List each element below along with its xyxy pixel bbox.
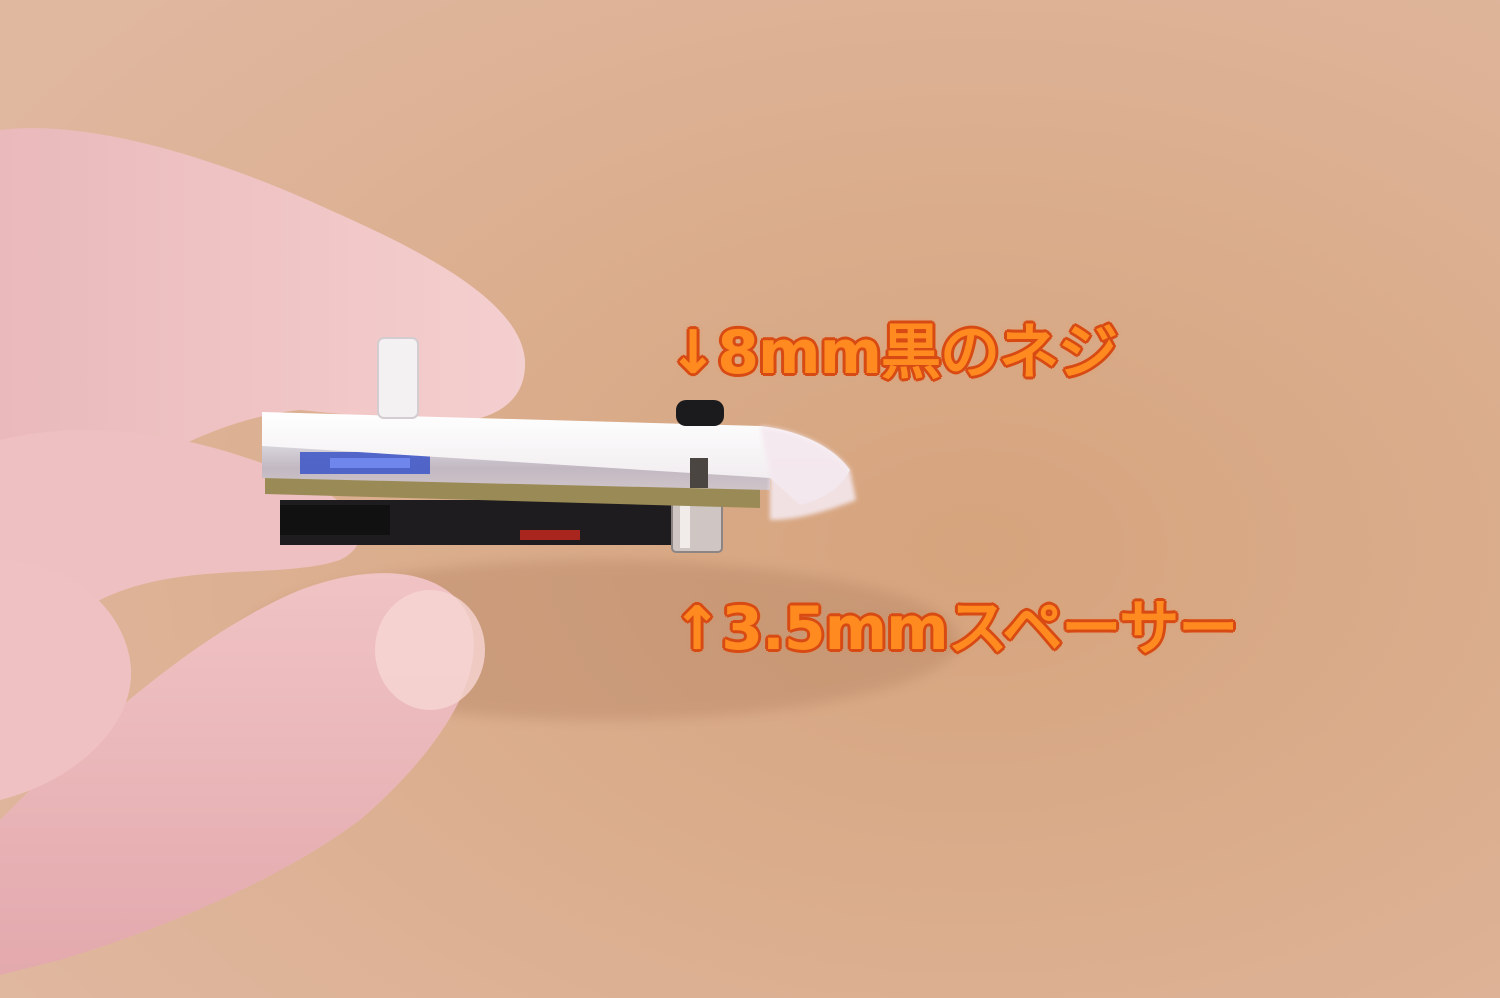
connector bbox=[280, 505, 390, 535]
screw-annotation-label: ↓8mm黒のネジ bbox=[667, 317, 1119, 389]
black-screw bbox=[676, 400, 724, 426]
spacer-standoff bbox=[671, 499, 723, 553]
screw-thread bbox=[690, 458, 708, 488]
top-plate-far bbox=[760, 426, 856, 520]
white-post bbox=[377, 337, 419, 419]
red-wire bbox=[520, 530, 580, 540]
top-plate bbox=[262, 412, 850, 505]
hand-palm bbox=[0, 560, 132, 800]
spacer-highlight bbox=[680, 504, 690, 548]
spacer-annotation-label: ↑3.5mmスペーサー bbox=[671, 593, 1239, 665]
pcb-edge bbox=[265, 472, 760, 508]
blue-led-detail bbox=[330, 458, 410, 468]
thumb-nail bbox=[375, 590, 485, 710]
hand-thumb bbox=[0, 573, 474, 975]
